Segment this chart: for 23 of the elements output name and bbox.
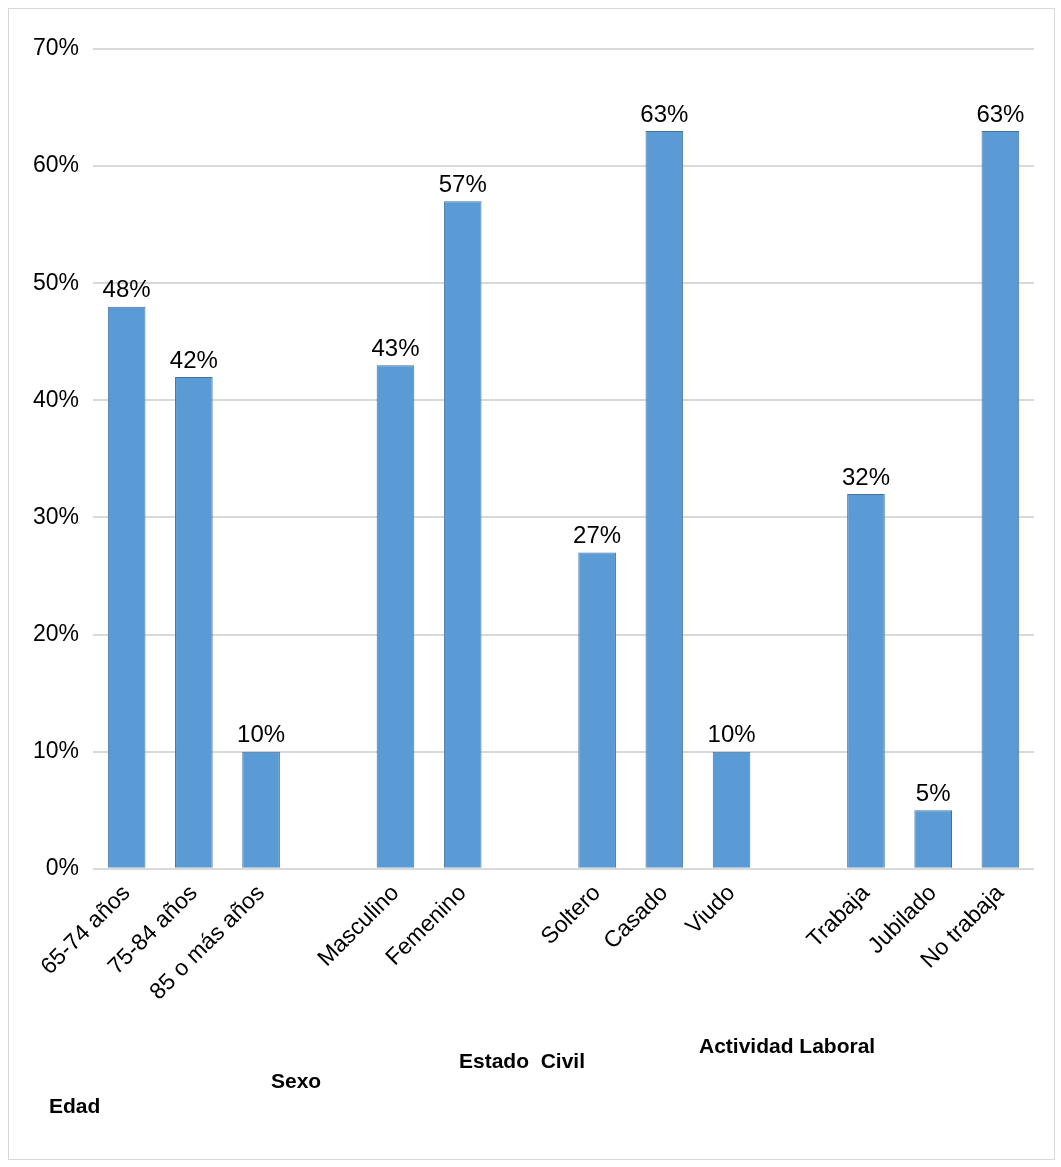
text: Sexo — [271, 1069, 322, 1093]
data-label: 32% — [841, 462, 890, 490]
y-tick-label: 20% — [32, 619, 80, 646]
data-label: 27% — [573, 521, 622, 549]
y-tick-label: 0% — [45, 854, 80, 881]
data-label: 10% — [237, 720, 286, 748]
data-label: 48% — [102, 275, 151, 303]
data-label: 63% — [640, 99, 689, 127]
data-label: 42% — [169, 345, 218, 373]
y-tick-label: 30% — [32, 502, 80, 529]
data-label: 63% — [976, 99, 1025, 127]
y-tick-label: 50% — [32, 268, 80, 295]
data-label: 5% — [915, 778, 951, 806]
y-tick-label: 70% — [32, 34, 80, 61]
data-label: 57% — [438, 169, 487, 197]
y-tick-label: 60% — [32, 151, 80, 178]
y-tick-label: 10% — [32, 737, 80, 764]
data-label: 43% — [371, 333, 420, 361]
data-label: 10% — [707, 720, 756, 748]
text: Edad — [49, 1094, 101, 1118]
y-tick-label: 40% — [32, 385, 80, 412]
text: Estado Civil — [459, 1049, 586, 1073]
text: Actividad Laboral — [699, 1034, 876, 1058]
